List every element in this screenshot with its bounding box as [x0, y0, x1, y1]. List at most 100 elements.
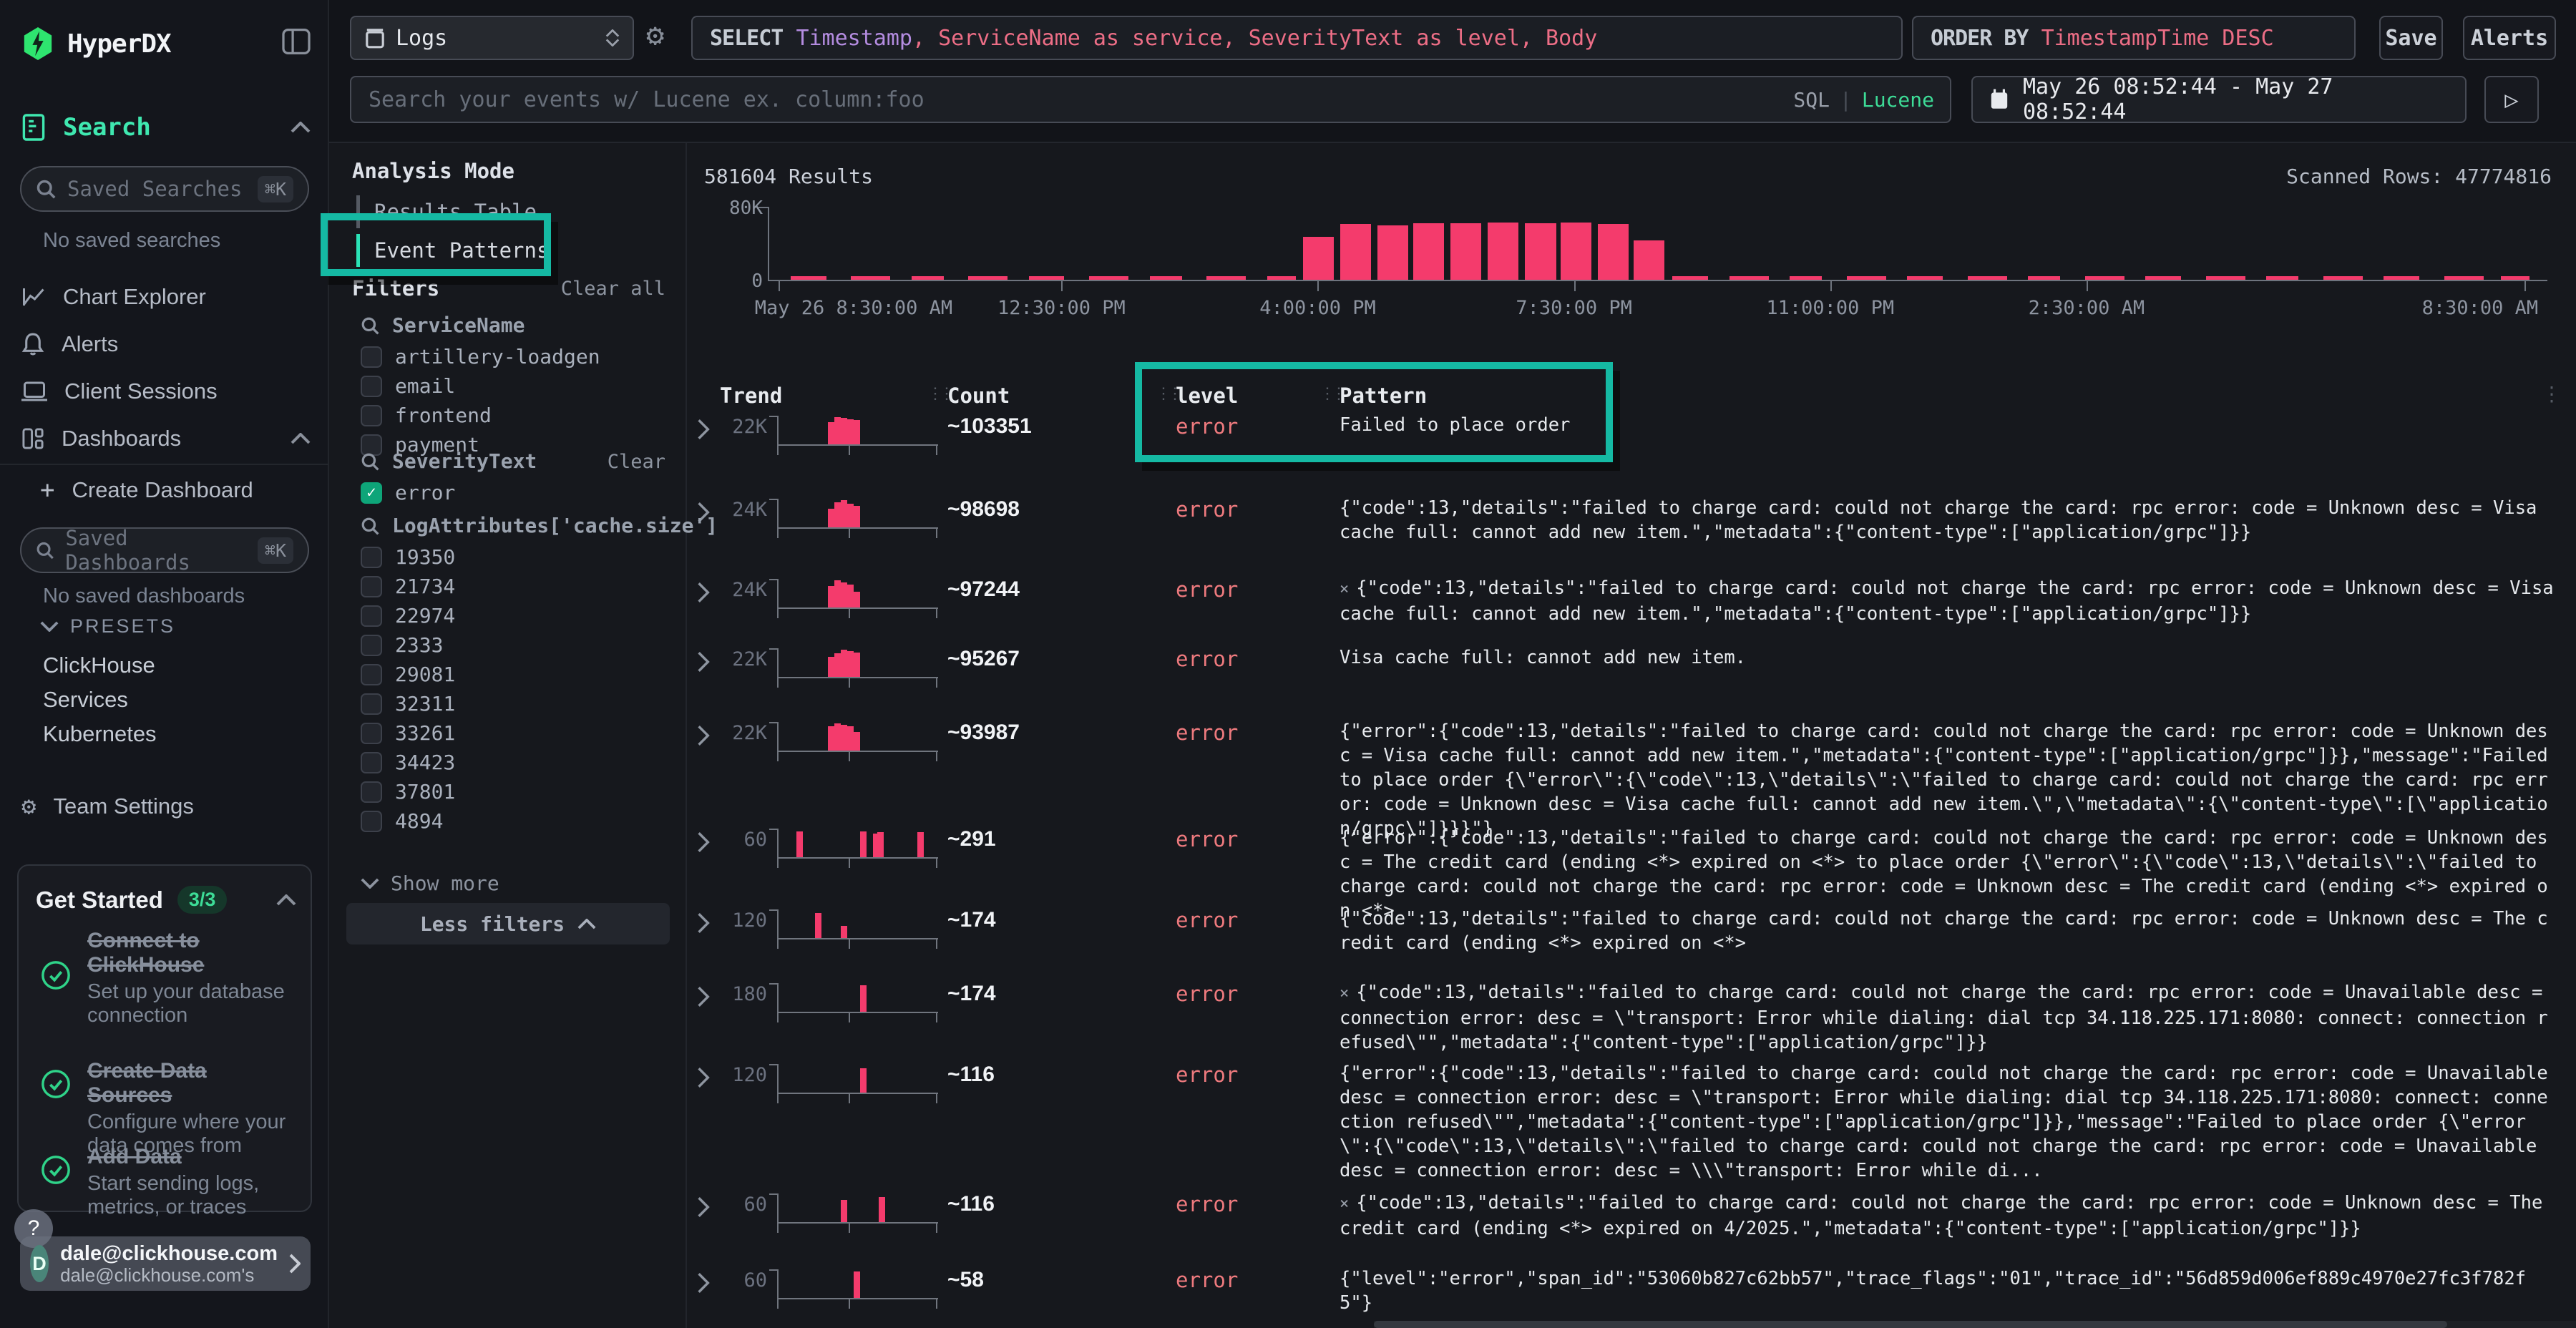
alerts-button[interactable]: Alerts	[2463, 16, 2556, 60]
show-more-link[interactable]: Show more	[361, 872, 499, 895]
histogram-bar[interactable]	[1488, 223, 1518, 280]
checkbox[interactable]: ✓	[361, 482, 382, 504]
chevron-up-icon[interactable]	[291, 433, 311, 444]
filter-option-frontend[interactable]: frontend	[361, 404, 492, 427]
pattern-row[interactable]: 22K~103351errorFailed to place order	[687, 411, 2576, 485]
histogram-bar[interactable]	[1525, 223, 1556, 280]
histogram-bar[interactable]	[1303, 237, 1334, 280]
presets-section[interactable]: PRESETS	[40, 615, 175, 638]
pattern-row[interactable]: 24K~97244error×{"code":13,"details":"fai…	[687, 575, 2576, 644]
checkbox[interactable]	[361, 781, 382, 803]
search-icon[interactable]	[361, 452, 379, 471]
histogram-bar[interactable]	[1598, 224, 1629, 280]
less-filters-button[interactable]: Less filters	[346, 903, 670, 944]
filter-option-2333[interactable]: 2333	[361, 633, 443, 657]
preset-item-clickhouse[interactable]: ClickHouse	[43, 653, 155, 678]
checkbox[interactable]	[361, 811, 382, 832]
filter-clear-link[interactable]: Clear	[608, 451, 665, 473]
column-header-level[interactable]: level	[1176, 384, 1238, 408]
clear-all-link[interactable]: Clear all	[561, 278, 665, 300]
pattern-row[interactable]: 60~116error×{"code":13,"details":"failed…	[687, 1189, 2576, 1265]
app-logo[interactable]: HyperDX	[21, 26, 171, 62]
column-header-pattern[interactable]: Pattern	[1340, 384, 1427, 408]
histogram-bar[interactable]	[1450, 223, 1481, 280]
search-icon[interactable]	[361, 316, 379, 335]
sql-mode-label[interactable]: SQL	[1793, 88, 1830, 112]
filter-option-email[interactable]: email	[361, 374, 455, 398]
analysis-mode-results-table[interactable]: Results Table	[356, 193, 657, 230]
filter-option-32311[interactable]: 32311	[361, 692, 455, 716]
histogram-bar[interactable]	[1413, 223, 1444, 280]
preset-item-kubernetes[interactable]: Kubernetes	[43, 721, 157, 747]
checkbox[interactable]	[361, 605, 382, 627]
source-select-value: Logs	[396, 26, 447, 51]
save-button[interactable]: Save	[2379, 16, 2443, 60]
collapse-sidebar-icon[interactable]	[282, 29, 311, 54]
checkbox[interactable]	[361, 376, 382, 397]
histogram-bar[interactable]	[1561, 223, 1591, 280]
results-histogram-plot[interactable]	[768, 207, 2547, 281]
checkbox[interactable]	[361, 547, 382, 568]
run-query-button[interactable]: ▷	[2484, 76, 2539, 123]
pattern-row[interactable]: 120~174error{"code":13,"details":"failed…	[687, 905, 2576, 979]
filter-option-4894[interactable]: 4894	[361, 809, 443, 833]
saved-dashboards-input[interactable]: Saved Dashboards ⌘K	[20, 527, 309, 573]
pattern-row[interactable]: 120~116error{"error":{"code":13,"details…	[687, 1060, 2576, 1189]
filter-option-33261[interactable]: 33261	[361, 721, 455, 745]
query-language-toggle[interactable]: SQL | Lucene	[1793, 88, 1950, 112]
select-columns-input[interactable]: SELECT Timestamp , ServiceName as servic…	[691, 16, 1903, 60]
pattern-count: ~98698	[947, 497, 1020, 522]
histogram-bar[interactable]	[1377, 225, 1408, 280]
filter-option-37801[interactable]: 37801	[361, 780, 455, 804]
orderby-input[interactable]: ORDER BY TimestampTime DESC	[1912, 16, 2356, 60]
filter-option-error[interactable]: ✓error	[361, 481, 455, 504]
source-settings-gear-icon[interactable]: ⚙	[646, 20, 664, 50]
sidebar-item-alerts[interactable]: Alerts	[0, 325, 329, 363]
filter-option-34423[interactable]: 34423	[361, 751, 455, 774]
trend-sparkline	[777, 416, 938, 446]
histogram-bar[interactable]	[1634, 240, 1664, 280]
chevron-up-icon[interactable]	[276, 894, 296, 906]
pattern-row[interactable]: 180~174error×{"code":13,"details":"faile…	[687, 979, 2576, 1060]
checkbox[interactable]	[361, 723, 382, 744]
lucene-mode-label[interactable]: Lucene	[1862, 88, 1934, 112]
checkbox[interactable]	[361, 693, 382, 715]
pattern-row[interactable]: 24K~98698error{"code":13,"details":"fail…	[687, 494, 2576, 575]
sidebar-item-dashboards[interactable]: Dashboards	[0, 419, 329, 458]
pattern-row[interactable]: 60~58error{"level":"error","span_id":"53…	[687, 1265, 2576, 1328]
checkbox[interactable]	[361, 752, 382, 773]
horizontal-scrollbar[interactable]	[1374, 1321, 2576, 1328]
filter-option-29081[interactable]: 29081	[361, 663, 455, 686]
pattern-row[interactable]: 60~291error{"error":{"code":13,"details"…	[687, 824, 2576, 905]
sidebar-item-search[interactable]: Search	[0, 107, 329, 147]
preset-item-services[interactable]: Services	[43, 687, 128, 713]
pattern-row[interactable]: 22K~93987error{"error":{"code":13,"detai…	[687, 718, 2576, 824]
column-header-count[interactable]: Count	[947, 384, 1010, 408]
analysis-mode-event-patterns[interactable]: Event Patterns	[356, 232, 657, 269]
sidebar-item-create-dashboard[interactable]: + Create Dashboard	[0, 472, 329, 508]
saved-searches-input[interactable]: Saved Searches ⌘K	[20, 166, 309, 212]
pattern-row[interactable]: 22K~95267errorVisa cache full: cannot ad…	[687, 644, 2576, 718]
checkbox[interactable]	[361, 405, 382, 426]
checkbox[interactable]	[361, 576, 382, 597]
sidebar-item-client-sessions[interactable]: Client Sessions	[0, 372, 329, 411]
histogram-bar[interactable]	[1340, 224, 1371, 280]
chevron-up-icon[interactable]	[291, 122, 311, 133]
user-menu[interactable]: D dale@clickhouse.com dale@clickhouse.co…	[20, 1236, 311, 1291]
event-search-input[interactable]	[351, 87, 1793, 112]
filter-option-22974[interactable]: 22974	[361, 604, 455, 628]
sidebar-item-chart-explorer[interactable]: Chart Explorer	[0, 278, 329, 316]
checkbox[interactable]	[361, 635, 382, 656]
table-options-icon[interactable]: ⋮	[2542, 382, 2562, 406]
column-header-trend[interactable]: Trend	[720, 384, 782, 408]
filter-option-21734[interactable]: 21734	[361, 575, 455, 598]
filter-option-19350[interactable]: 19350	[361, 545, 455, 569]
x-axis-label: 11:00:00 PM	[1766, 297, 1894, 319]
checkbox[interactable]	[361, 346, 382, 368]
sidebar-item-team-settings[interactable]: ⚙ Team Settings	[0, 787, 329, 826]
filter-option-artillery-loadgen[interactable]: artillery-loadgen	[361, 345, 600, 368]
date-range-picker[interactable]: May 26 08:52:44 - May 27 08:52:44	[1971, 76, 2467, 123]
source-select[interactable]: Logs	[350, 16, 634, 60]
checkbox[interactable]	[361, 664, 382, 685]
search-icon[interactable]	[361, 517, 379, 535]
